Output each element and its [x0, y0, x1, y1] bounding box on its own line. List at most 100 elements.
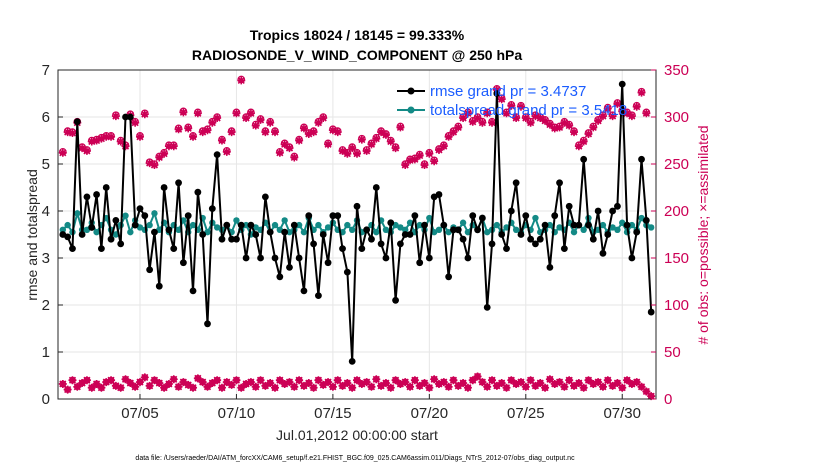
- y-left-tick-label: 7: [42, 62, 50, 79]
- totalspread-point: [484, 228, 491, 236]
- obs-assimilated-marker: [285, 144, 294, 153]
- obs-assimilated-low-marker: [87, 383, 96, 392]
- obs-assimilated-low-marker: [430, 375, 439, 384]
- obs-assimilated-marker: [271, 128, 280, 137]
- obs-assimilated-low-marker: [261, 381, 270, 390]
- obs-assimilated-marker: [468, 117, 477, 126]
- obs-assimilated-low-marker: [198, 378, 207, 387]
- obs-assimilated-low-marker: [251, 382, 260, 391]
- obs-assimilated-low-marker: [541, 383, 550, 392]
- obs-assimilated-low-marker: [623, 376, 632, 385]
- obs-assimilated-low-marker: [213, 376, 222, 385]
- obs-assimilated-low-marker: [246, 378, 255, 387]
- obs-assimilated-low-marker: [550, 379, 559, 388]
- chart-title: Tropics 18024 / 18145 = 99.333%: [250, 27, 465, 43]
- y-right-tick-label: 300: [664, 109, 689, 126]
- rmse-point: [319, 231, 327, 238]
- obs-assimilated-low-marker: [574, 379, 583, 388]
- obs-assimilated-marker: [574, 142, 583, 151]
- totalspread-point: [271, 221, 279, 229]
- legend-rmse-marker: [407, 87, 415, 95]
- x-tick-label: 07/25: [507, 405, 545, 422]
- obs-assimilated-marker: [213, 114, 222, 122]
- legend: rmse grand pr = 3.4737 totalspread grand…: [397, 83, 627, 119]
- y-right-tick-label: 0: [664, 391, 672, 408]
- obs-assimilated-low-marker: [295, 376, 304, 385]
- obs-assimilated-marker: [92, 136, 101, 145]
- obs-assimilated-low-marker: [266, 379, 275, 388]
- obs-assimilated-marker: [396, 123, 405, 132]
- rmse-point: [638, 155, 645, 163]
- obs-assimilated-low-marker: [362, 378, 371, 387]
- rmse-point: [387, 219, 395, 227]
- rmse-point: [329, 212, 337, 220]
- rmse-point: [604, 231, 612, 238]
- rmse-point: [107, 235, 115, 243]
- rmse-point: [503, 245, 510, 253]
- rmse-point: [98, 245, 105, 253]
- obs-assimilated-marker: [121, 142, 130, 151]
- obs-assimilated-marker: [328, 126, 337, 135]
- rmse-point: [575, 221, 583, 229]
- rmse-point: [228, 235, 236, 243]
- obs-assimilated-marker: [502, 109, 511, 118]
- totalspread-point: [373, 228, 380, 236]
- rmse-point: [585, 221, 592, 229]
- obs-assimilated-marker: [623, 109, 632, 118]
- obs-assimilated-low-marker: [516, 378, 525, 387]
- obs-assimilated-low-marker: [169, 375, 178, 384]
- rmse-series: [59, 80, 655, 365]
- obs-assimilated-marker: [598, 112, 607, 121]
- obs-assimilated-marker: [603, 104, 612, 113]
- y-right-tick-label: 350: [664, 62, 689, 79]
- rmse-point: [401, 231, 409, 238]
- rmse-point: [353, 202, 361, 210]
- totalspread-point: [493, 221, 501, 229]
- rmse-point: [281, 228, 289, 236]
- obs-assimilated-low-marker: [579, 383, 588, 392]
- totalspread-point: [175, 226, 182, 233]
- obs-assimilated-marker: [246, 109, 255, 118]
- obs-assimilated-low-marker: [386, 383, 395, 392]
- obs-assimilated-marker: [150, 161, 159, 169]
- obs-assimilated-low-marker: [608, 381, 617, 390]
- obs-assimilated-marker: [430, 157, 439, 166]
- obs-assimilated-marker: [584, 129, 593, 138]
- totalspread-point: [348, 226, 356, 233]
- rmse-point: [570, 221, 578, 229]
- totalspread-point: [213, 224, 221, 231]
- rmse-point: [425, 254, 433, 262]
- obs-assimilated-low-marker: [444, 382, 453, 391]
- rmse-point: [527, 235, 535, 243]
- rmse-point: [522, 212, 530, 220]
- obs-assimilated-marker: [111, 112, 120, 121]
- obs-assimilated-low-marker: [160, 383, 169, 392]
- totalspread-point: [324, 224, 332, 231]
- obs-assimilated-marker: [516, 102, 525, 111]
- y-axis-left-label: rmse and totalspread: [24, 169, 40, 301]
- obs-assimilated-low-marker: [449, 376, 458, 385]
- rmse-point: [204, 320, 211, 328]
- obs-assimilated-low-marker: [459, 379, 468, 388]
- obs-assimilated-low-marker: [434, 379, 443, 388]
- obs-assimilated-marker: [237, 76, 246, 85]
- rmse-point: [618, 80, 626, 88]
- x-tick-label: 07/15: [314, 405, 352, 422]
- obs-assimilated-marker: [608, 112, 617, 121]
- obs-assimilated-marker: [521, 114, 530, 122]
- obs-assimilated-low-marker: [353, 376, 361, 385]
- rmse-point: [242, 254, 250, 262]
- rmse-point: [189, 287, 197, 295]
- obs-assimilated-low-marker: [280, 379, 289, 388]
- rmse-point: [102, 184, 110, 191]
- rmse-point: [315, 292, 322, 299]
- rmse-point: [160, 184, 168, 191]
- obs-assimilated-low-marker: [560, 382, 569, 391]
- rmse-point: [117, 240, 125, 248]
- obs-assimilated-marker: [135, 132, 144, 141]
- obs-assimilated-low-marker: [483, 382, 492, 391]
- rmse-point: [609, 207, 616, 215]
- obs-assimilated-marker: [410, 155, 419, 164]
- rmse-point: [208, 205, 216, 213]
- obs-assimilated-low-marker: [242, 379, 251, 388]
